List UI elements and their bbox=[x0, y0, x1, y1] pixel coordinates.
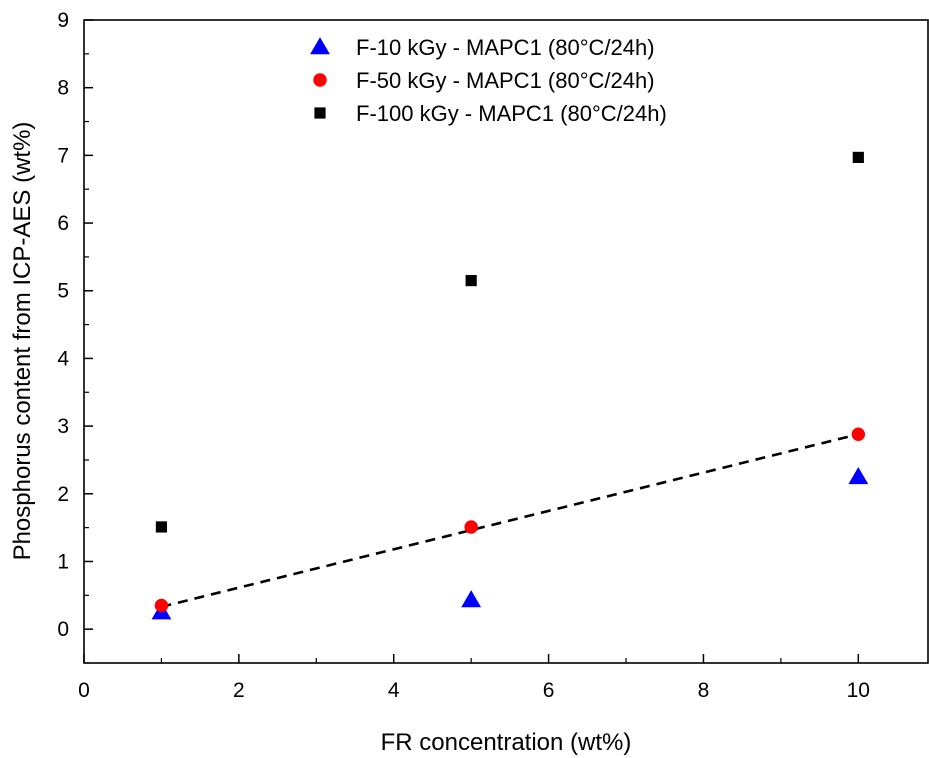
legend-circle-marker bbox=[313, 73, 327, 87]
dashed-trendline bbox=[161, 432, 859, 609]
square-data-point bbox=[852, 151, 864, 163]
data-points bbox=[151, 151, 869, 620]
x-axis-ticks: 0 2 4 6 8 10 bbox=[78, 654, 870, 702]
y-tick-label: 4 bbox=[57, 347, 69, 370]
y-tick-label: 2 bbox=[57, 483, 69, 506]
x-tick-label: 0 bbox=[78, 679, 90, 702]
legend-entry-label: F-100 kGy - MAPC1 (80°C/24h) bbox=[356, 101, 667, 126]
x-tick-label: 4 bbox=[388, 679, 400, 702]
triangle-data-point bbox=[461, 590, 482, 608]
legend-triangle-marker bbox=[310, 37, 330, 55]
square-data-point bbox=[465, 274, 477, 287]
legend-square-marker bbox=[314, 107, 326, 119]
x-axis-title: FR concentration (wt%) bbox=[381, 729, 632, 756]
y-axis-title: Phosphorus content from ICP-AES (wt%) bbox=[9, 122, 36, 561]
triangle-data-point bbox=[848, 466, 869, 485]
circle-data-point bbox=[154, 598, 169, 613]
y-tick-label: 8 bbox=[57, 77, 69, 100]
legend: F-10 kGy - MAPC1 (80°C/24h) F-50 kGy - MA… bbox=[310, 35, 667, 126]
square-data-point bbox=[155, 521, 168, 533]
x-tick-label: 6 bbox=[543, 679, 555, 702]
x-tick-label: 10 bbox=[847, 679, 870, 702]
y-tick-label: 0 bbox=[57, 618, 69, 641]
y-tick-label: 3 bbox=[57, 415, 69, 438]
circle-data-point bbox=[464, 520, 478, 534]
y-tick-label: 1 bbox=[57, 550, 69, 573]
y-tick-label: 9 bbox=[57, 9, 69, 32]
circle-data-point bbox=[851, 427, 866, 441]
trendline-group bbox=[161, 432, 859, 609]
legend-entry-label: F-10 kGy - MAPC1 (80°C/24h) bbox=[356, 35, 655, 60]
x-tick-label: 2 bbox=[233, 679, 245, 702]
legend-entry-label: F-50 kGy - MAPC1 (80°C/24h) bbox=[356, 68, 655, 93]
y-tick-label: 5 bbox=[57, 280, 69, 303]
y-axis-ticks: 0 1 2 3 4 5 6 7 8 9 bbox=[57, 9, 93, 664]
y-tick-label: 7 bbox=[57, 144, 69, 167]
x-tick-label: 8 bbox=[698, 679, 710, 702]
plot-frame bbox=[83, 19, 929, 664]
y-tick-label: 6 bbox=[57, 212, 69, 235]
